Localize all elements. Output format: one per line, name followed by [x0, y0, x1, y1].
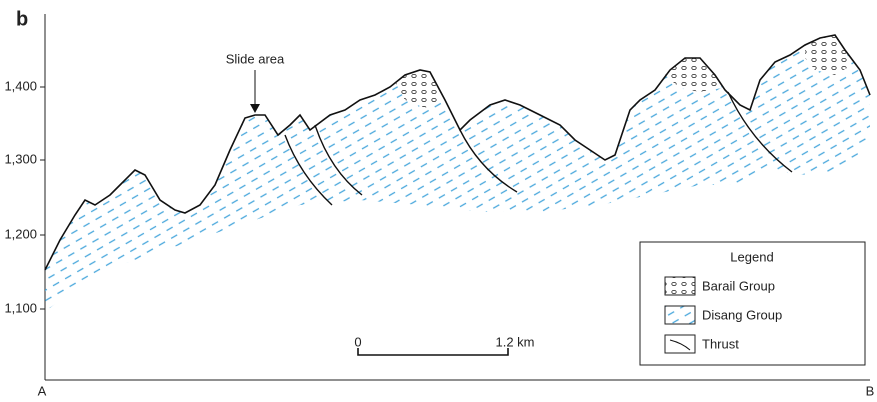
legend-label: Thrust — [702, 336, 739, 351]
tick-label: 1,100 — [4, 300, 37, 315]
scale-bar: 0 1.2 km — [354, 334, 534, 355]
end-label: B — [866, 383, 875, 398]
tick-label: 1,200 — [4, 226, 37, 241]
annotation: Slide area — [226, 51, 285, 66]
legend: Legend Barail Group Disang Group Thrust — [640, 242, 865, 365]
y-ticks: 1,400 1,300 1,200 1,100 — [4, 78, 45, 315]
scale-line — [358, 348, 508, 355]
scale-end: 1.2 km — [495, 334, 534, 349]
cross-section: b 1,400 1,300 1,200 1,100 Slide area 0 1… — [0, 0, 877, 402]
tick-label: 1,300 — [4, 151, 37, 166]
panel-label: b — [16, 8, 28, 30]
scale-start: 0 — [354, 334, 361, 349]
legend-swatch — [665, 306, 695, 324]
legend-title: Legend — [730, 249, 773, 264]
legend-label: Disang Group — [702, 307, 782, 322]
legend-swatch — [665, 277, 695, 295]
end-label: A — [38, 383, 47, 398]
legend-label: Barail Group — [702, 278, 775, 293]
arrowhead — [250, 104, 260, 113]
tick-label: 1,400 — [4, 78, 37, 93]
